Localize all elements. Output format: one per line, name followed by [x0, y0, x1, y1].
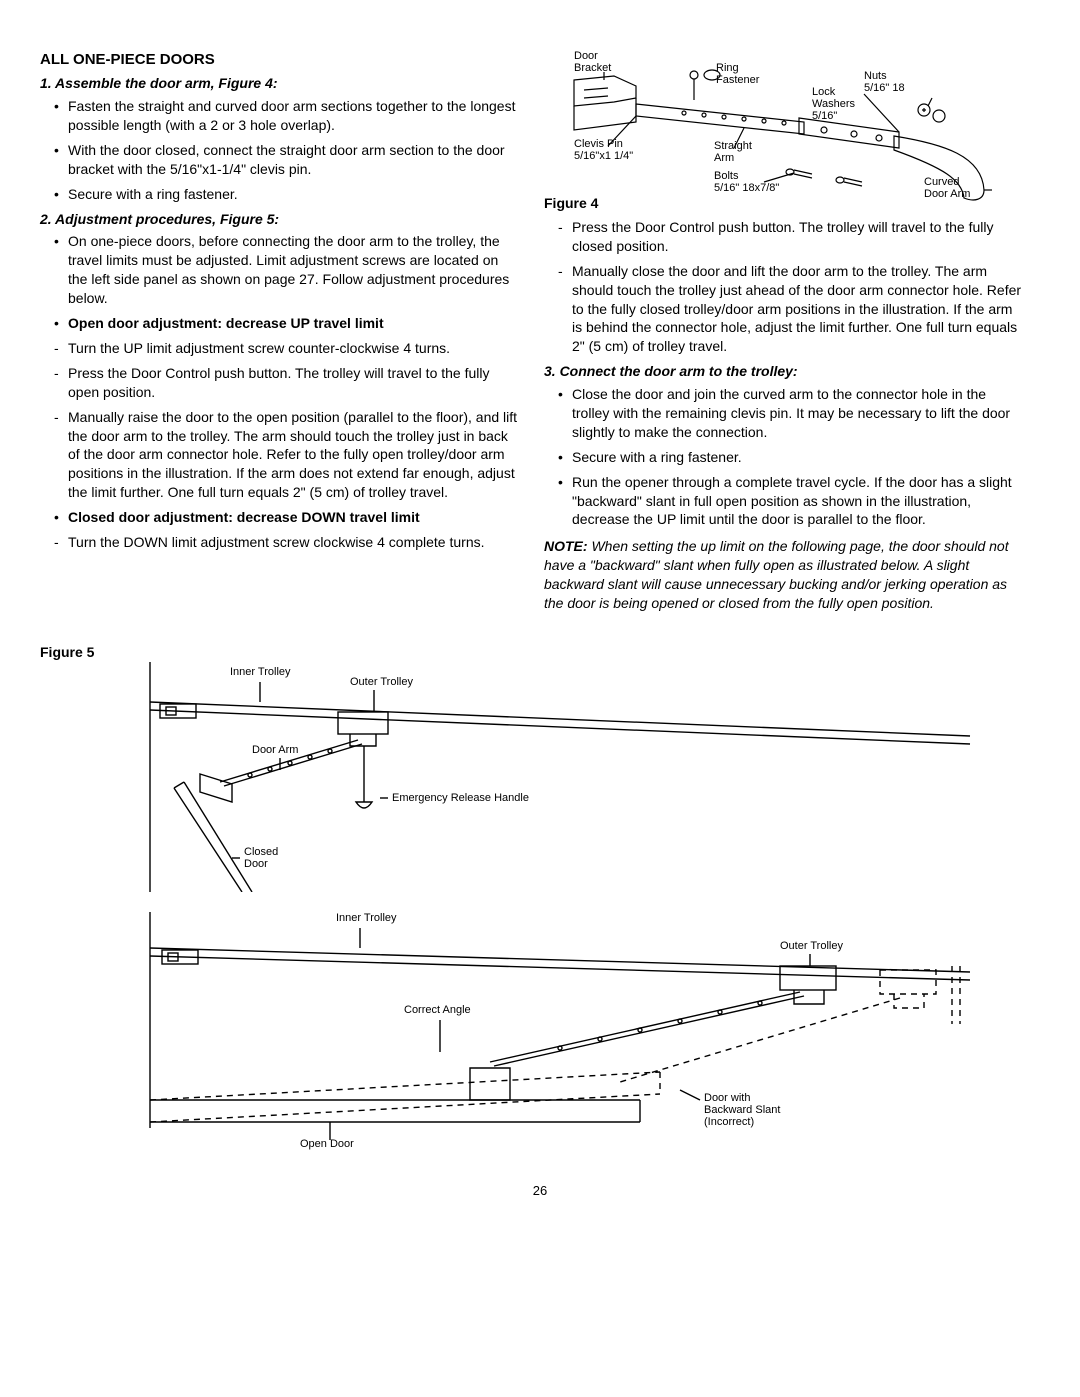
step1-bullets: Fasten the straight and curved door arm …	[40, 97, 520, 203]
fig4-label-door-bracket: Door Bracket	[574, 50, 611, 74]
figure5-bot-svg	[140, 912, 980, 1152]
fig5-top-closed-door: Closed Door	[244, 846, 278, 870]
open-adjust-label: Open door adjustment: decrease UP travel…	[68, 315, 384, 331]
fig4-label-clevis-pin: Clevis Pin 5/16"x1 1/4"	[574, 138, 633, 162]
left-column: ALL ONE-PIECE DOORS 1. Assemble the door…	[40, 50, 520, 613]
fig4-label-nuts: Nuts 5/16" 18	[864, 70, 905, 94]
step2-intro: On one-piece doors, before connecting th…	[40, 232, 520, 332]
closed-dash: Turn the DOWN limit adjustment screw clo…	[68, 533, 520, 552]
step1-bullet: Fasten the straight and curved door arm …	[68, 97, 520, 135]
fig5-top-inner-trolley: Inner Trolley	[230, 666, 291, 678]
fig4-label-bolts: Bolts 5/16" 18x7/8"	[714, 170, 779, 194]
closed-dash: Manually close the door and lift the doo…	[572, 262, 1024, 356]
fig5-top-outer-trolley: Outer Trolley	[350, 676, 413, 688]
fig5-top-door-arm: Door Arm	[252, 744, 298, 756]
step1-bullet: With the door closed, connect the straig…	[68, 141, 520, 179]
open-dash: Manually raise the door to the open posi…	[68, 408, 520, 502]
fig4-label-ring-fastener: Ring Fastener	[716, 62, 759, 86]
fig5-bot-open-door: Open Door	[300, 1138, 354, 1150]
figure4-caption: Figure 4	[544, 194, 598, 213]
step3-heading: 3. Connect the door arm to the trolley:	[544, 362, 1024, 381]
fig4-label-lock-washers: Lock Washers 5/16"	[812, 86, 855, 122]
fig5-bot-inner-trolley: Inner Trolley	[336, 912, 397, 924]
fig4-label-straight-arm: Straight Arm	[714, 140, 752, 164]
step3-bullet: Secure with a ring fastener.	[572, 448, 1024, 467]
step3-bullet: Close the door and join the curved arm t…	[572, 385, 1024, 442]
fig4-label-curved-arm: Curved Door Arm	[924, 176, 970, 200]
step2-open-heading: Open door adjustment: decrease UP travel…	[68, 314, 520, 333]
fig5-bot-correct-angle: Correct Angle	[404, 1004, 471, 1016]
step2-closed-dashes-left: Turn the DOWN limit adjustment screw clo…	[40, 533, 520, 552]
step3-bullets: Close the door and join the curved arm t…	[544, 385, 1024, 529]
two-column-layout: ALL ONE-PIECE DOORS 1. Assemble the door…	[40, 50, 1040, 613]
note-label: NOTE:	[544, 538, 588, 554]
figure4: Door Bracket Ring Fastener Nuts 5/16" 18…	[544, 50, 1024, 210]
step2-open-dashes: Turn the UP limit adjustment screw count…	[40, 339, 520, 502]
step2-closed-dashes-right: Press the Door Control push button. The …	[544, 218, 1024, 356]
step3-bullet: Run the opener through a complete travel…	[572, 473, 1024, 530]
right-column: Door Bracket Ring Fastener Nuts 5/16" 18…	[544, 50, 1024, 613]
fig5-top-emergency: Emergency Release Handle	[392, 792, 529, 804]
fig5-bot-backward: Door with Backward Slant (Incorrect)	[704, 1092, 780, 1128]
step1-heading: 1. Assemble the door arm, Figure 4:	[40, 74, 520, 93]
step2-closed-heading-wrap: Closed door adjustment: decrease DOWN tr…	[40, 508, 520, 527]
figure5-wrap: Inner Trolley Outer Trolley Door Arm Eme…	[140, 662, 1040, 1152]
figure5-section: Figure 5	[40, 643, 1040, 1152]
open-dash: Turn the UP limit adjustment screw count…	[68, 339, 520, 358]
note-body: When setting the up limit on the followi…	[544, 538, 1009, 611]
open-dash: Press the Door Control push button. The …	[68, 364, 520, 402]
figure5-caption: Figure 5	[40, 644, 94, 660]
step1-bullet: Secure with a ring fastener.	[68, 185, 520, 204]
fig5-bot-outer-trolley: Outer Trolley	[780, 940, 843, 952]
step2-closed-heading: Closed door adjustment: decrease DOWN tr…	[68, 508, 520, 527]
step2-heading: 2. Adjustment procedures, Figure 5:	[40, 210, 520, 229]
main-heading: ALL ONE-PIECE DOORS	[40, 50, 520, 70]
closed-adjust-label: Closed door adjustment: decrease DOWN tr…	[68, 509, 420, 525]
closed-dash: Press the Door Control push button. The …	[572, 218, 1024, 256]
note-paragraph: NOTE: When setting the up limit on the f…	[544, 537, 1024, 613]
page-number: 26	[40, 1182, 1040, 1200]
step2-intro-bullet: On one-piece doors, before connecting th…	[68, 232, 520, 308]
